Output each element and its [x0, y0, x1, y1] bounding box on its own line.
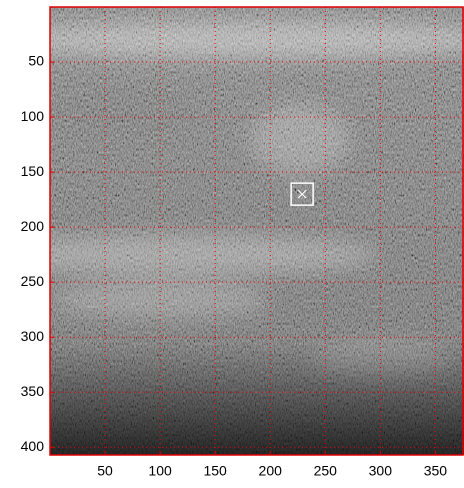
x-tick-label: 300 [369, 463, 393, 479]
y-tick-label: 250 [21, 273, 45, 289]
ultrasound-image [50, 7, 464, 455]
axes-frame [49, 6, 464, 456]
marker-part [290, 182, 314, 206]
x-tick-label: 50 [97, 463, 113, 479]
y-tick-label: 100 [21, 108, 45, 124]
marker-part [297, 189, 307, 199]
x-tick-label: 150 [203, 463, 227, 479]
y-tick-label: 50 [28, 53, 44, 69]
y-tick-label: 150 [21, 163, 45, 179]
marker [290, 182, 314, 206]
x-tick-label: 350 [424, 463, 448, 479]
y-tick-label: 350 [21, 383, 45, 399]
x-tick-label: 200 [259, 463, 283, 479]
x-tick-label: 100 [148, 463, 172, 479]
depth-shading [50, 7, 464, 455]
x-tick-label: 250 [314, 463, 338, 479]
y-tick-label: 300 [21, 328, 45, 344]
y-tick-label: 400 [21, 438, 45, 454]
y-tick-label: 200 [21, 218, 45, 234]
